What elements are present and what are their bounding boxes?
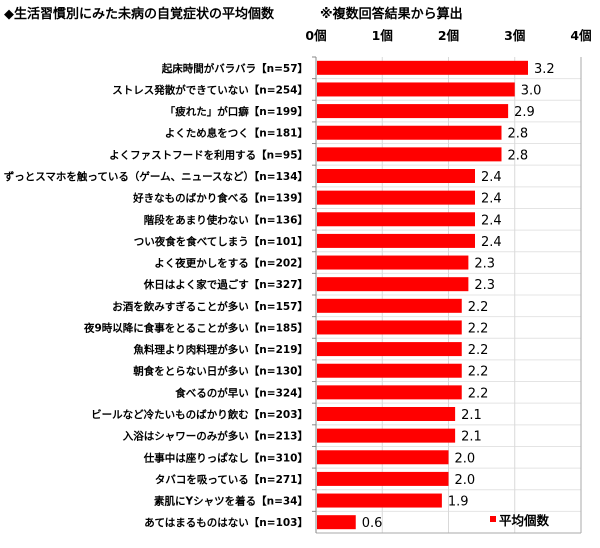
x-tick-label: 0個 [305,28,326,43]
category-label: よくファストフードを利用する【n=95】 [109,148,308,161]
bar [317,233,475,248]
data-label: 2.1 [461,430,482,445]
x-tick-label: 4個 [570,28,591,43]
category-label: 階段をあまり使わない【n=136】 [144,213,308,226]
bar [317,82,515,97]
bar [317,169,475,183]
data-label: 2.0 [455,451,476,466]
bar [317,450,449,465]
category-label: 素肌にYシャツを着る【n=34】 [153,495,308,508]
data-label: 2.4 [481,213,502,228]
category-label: 「疲れた」が口癖【n=199】 [165,105,308,118]
x-tick-label: 3個 [504,28,525,43]
category-label: 魚料理より肉料理が多い【n=219】 [134,343,308,356]
bar [317,212,475,227]
category-label: 食べるのが早い【n=324】 [174,386,308,399]
category-label: よくため息をつく【n=181】 [165,127,308,140]
bar [317,493,442,508]
category-label: ずっとスマホを触っている（ゲーム、ニュースなど）【n=134】 [4,170,308,183]
bar [317,407,456,421]
category-label: ストレス発散ができていない【n=254】 [112,83,308,96]
data-label: 3.0 [521,83,542,98]
chart-note: ※複数回答結果から算出 [320,7,463,22]
data-label: 2.9 [514,105,535,120]
bar [317,385,462,400]
data-label: 2.4 [481,235,502,250]
category-label: よく夜更かしをする【n=202】 [154,257,308,270]
category-label: あてはまるものはない【n=103】 [144,516,308,529]
category-label: タバコを吸っている【n=271】 [155,473,308,486]
bar [317,190,475,205]
bar [317,255,469,270]
bar [317,342,462,357]
data-label: 2.2 [468,300,489,315]
data-label: 1.9 [448,495,469,510]
bar [317,515,356,530]
category-label: 朝食をとらない日が多い【n=130】 [133,365,308,378]
category-label: ビールなど冷たいものばかり飲む【n=203】 [91,408,308,421]
data-label: 2.4 [481,170,502,185]
category-label: 休日はよく家で過ごす【n=327】 [143,278,308,291]
data-label: 2.2 [468,321,489,336]
data-label: 0.6 [362,516,383,531]
data-label: 2.2 [468,343,489,358]
data-label: 2.3 [474,257,495,272]
category-label: お酒を飲みすぎることが多い【n=157】 [112,300,308,313]
bar [317,104,509,119]
x-tick-label: 1個 [372,28,393,43]
bar [317,298,462,313]
bar [317,147,502,162]
data-label: 2.4 [481,192,502,207]
data-label: 2.1 [461,408,482,423]
data-label: 2.3 [474,278,495,293]
bar [317,125,502,140]
chart-title: ◆生活習慣別にみた未病の自覚症状の平均個数 [4,7,274,22]
legend-label: 平均個数 [499,513,550,528]
bar [317,471,449,486]
category-label: 起床時間がバラバラ【n=57】 [161,62,308,75]
data-label: 2.8 [508,127,529,142]
category-label: 好きなものばかり食べる【n=139】 [132,192,308,205]
category-label: 夜9時以降に食事をとることが多い【n=185】 [83,321,308,334]
bar [317,428,456,443]
x-tick-label: 2個 [438,28,459,43]
data-label: 3.2 [534,62,555,77]
bar [317,363,462,378]
data-label: 2.8 [508,148,529,163]
bar [317,60,528,75]
bar [317,320,462,335]
data-label: 2.2 [468,386,489,401]
bar [317,277,469,292]
legend-swatch [490,516,496,522]
data-label: 2.0 [455,473,476,488]
data-label: 2.2 [468,365,489,380]
category-label: 仕事中は座りっぱなし【n=310】 [143,451,308,464]
category-label: つい夜食を食べてしまう【n=101】 [134,235,308,248]
category-label: 入浴はシャワーのみが多い【n=213】 [123,430,308,443]
